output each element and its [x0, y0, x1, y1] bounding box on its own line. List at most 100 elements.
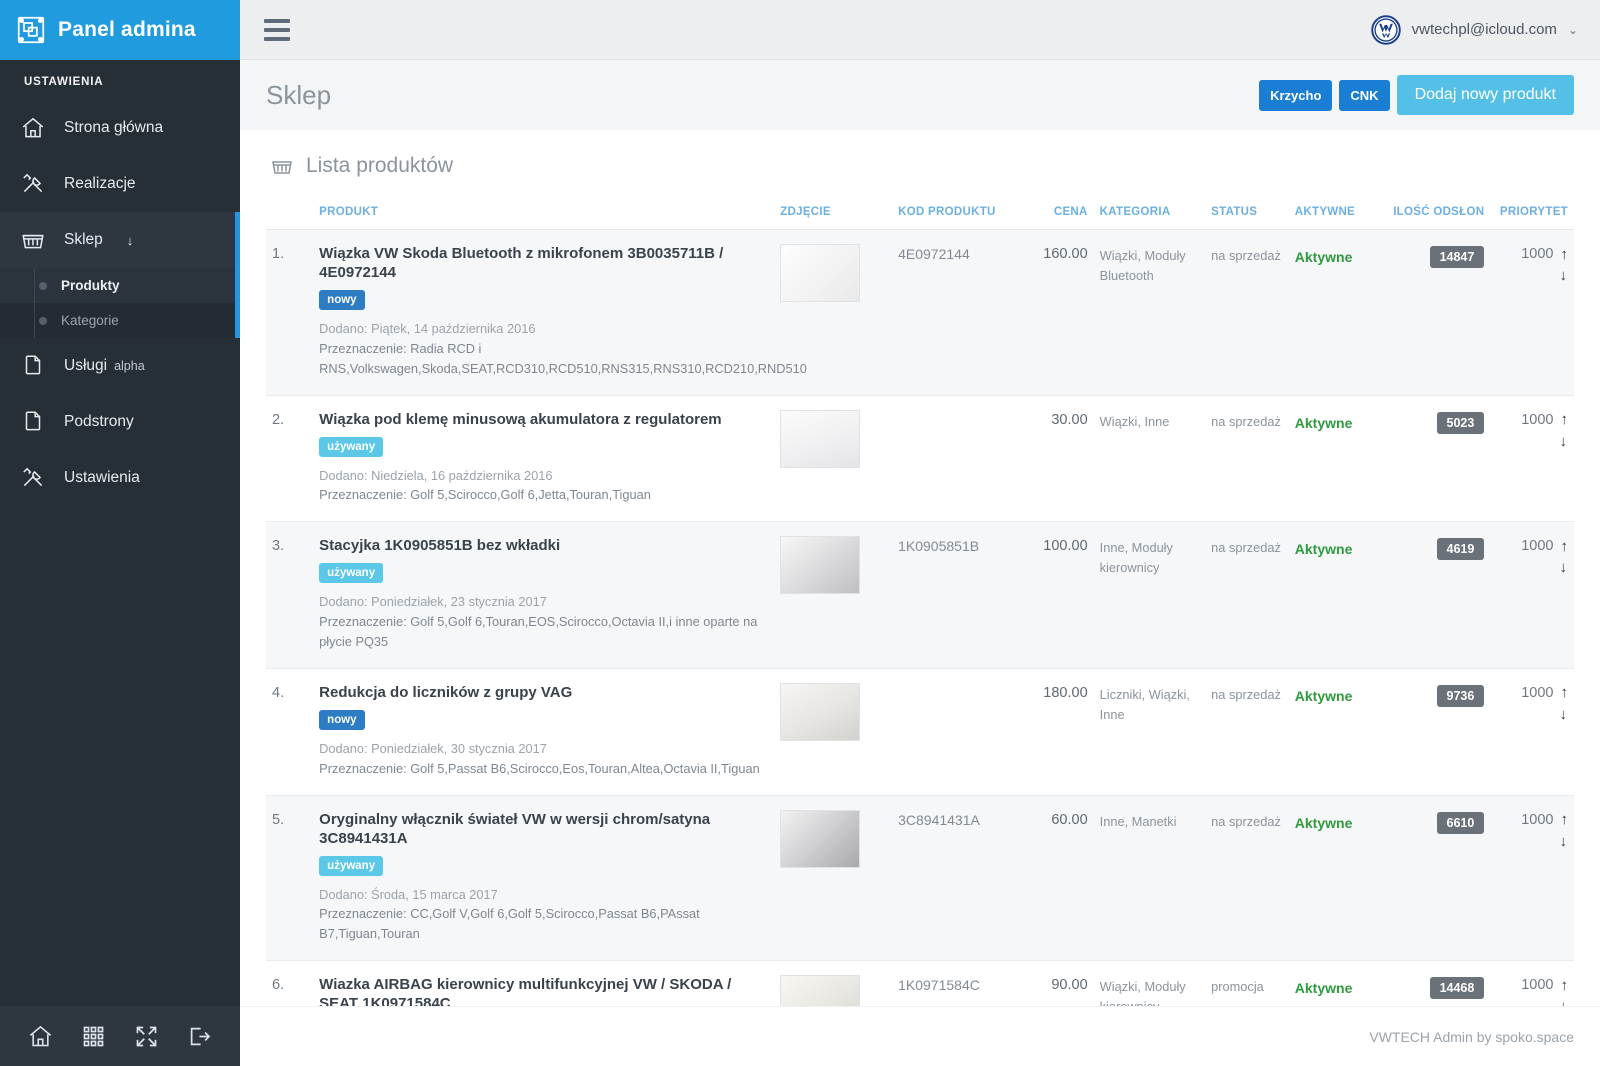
add-product-button[interactable]: Dodaj nowy produkt	[1396, 75, 1574, 115]
col-zdjecie[interactable]: ZDJĘCIE	[774, 196, 893, 230]
home-icon	[20, 115, 46, 141]
sidebar-item-sklep[interactable]: Sklep ↓	[0, 212, 240, 268]
product-active-toggle[interactable]: Aktywne	[1294, 541, 1353, 558]
product-active-toggle[interactable]: Aktywne	[1294, 249, 1353, 265]
row-image-cell[interactable]	[774, 795, 892, 961]
product-active-toggle[interactable]: Aktywne	[1294, 414, 1353, 431]
product-code: 1K0971584C	[898, 977, 980, 994]
table-row[interactable]: 6. Wiazka AIRBAG kierownicy multifunkcyjn…	[266, 961, 1574, 1066]
sidebar-item-produkty[interactable]: Produkty	[0, 268, 240, 303]
cnk-button[interactable]: CNK	[1339, 79, 1390, 111]
arrow-down-icon[interactable]: ↓	[1559, 559, 1568, 577]
arrow-down-icon[interactable]: ↓	[1559, 832, 1568, 850]
row-product-cell: Wiazka AIRBAG kierownicy multifunkcyjnej…	[313, 961, 774, 1066]
arrow-up-icon[interactable]: ↑	[1560, 811, 1569, 829]
condition-badge: używany	[319, 436, 384, 457]
table-row[interactable]: 1. Wiązka VW Skoda Bluetooth z mikrofonem…	[266, 229, 1574, 396]
main-area: vwtechpl@icloud.com ⌄ Sklep Krzycho CNK …	[240, 0, 1600, 1066]
col-aktywne[interactable]: AKTYWNE	[1288, 196, 1384, 230]
product-active-toggle[interactable]: Aktywne	[1294, 687, 1353, 704]
condition-badge: nowy	[319, 709, 365, 730]
product-thumbnail[interactable]	[780, 409, 861, 468]
sidebar-item-label: Realizacje	[64, 175, 136, 192]
row-image-cell[interactable]	[774, 230, 892, 396]
row-image-cell[interactable]	[774, 668, 892, 795]
sidebar-item-uslugi[interactable]: Usługi alpha	[0, 338, 240, 394]
row-image-cell[interactable]	[774, 522, 892, 669]
product-status: promocja	[1211, 979, 1264, 995]
sidebar-item-kategorie[interactable]: Kategorie	[0, 303, 240, 338]
arrow-up-icon[interactable]: ↑	[1560, 684, 1569, 702]
product-thumbnail[interactable]	[780, 682, 861, 741]
product-active-toggle[interactable]: Aktywne	[1294, 980, 1353, 997]
product-thumbnail[interactable]	[780, 809, 861, 868]
product-code: 1K0905851B	[898, 538, 980, 555]
brand-header[interactable]: Panel admina	[0, 0, 240, 60]
product-name-link[interactable]: Wiazka AIRBAG kierownicy multifunkcyjnej…	[319, 976, 732, 1013]
logout-icon[interactable]	[186, 1023, 213, 1050]
sidebar-item-label: Usługi	[64, 357, 108, 374]
added-date: Dodano: Poniedziałek, 1 maja 2017	[319, 1052, 522, 1066]
sidebar-item-strona-glowna[interactable]: Strona główna	[0, 100, 240, 156]
product-thumbnail[interactable]	[780, 536, 861, 595]
col-odslony[interactable]: ILOŚĆ ODSŁON	[1383, 196, 1491, 230]
table-row[interactable]: 5. Oryginalny włącznik świateł VW w wersj…	[266, 795, 1574, 961]
arrow-down-icon[interactable]: ↓	[1559, 998, 1568, 1016]
sidebar-item-ustawienia[interactable]: Ustawienia	[0, 450, 240, 506]
sidebar-item-podstrony[interactable]: Podstrony	[0, 394, 240, 450]
arrow-up-icon[interactable]: ↑	[1560, 976, 1569, 994]
product-status: na sprzedaż	[1211, 813, 1281, 829]
grid-icon[interactable]	[80, 1023, 107, 1050]
product-thumbnail[interactable]	[780, 244, 861, 302]
fullscreen-icon[interactable]	[133, 1023, 160, 1050]
hamburger-bar	[264, 27, 290, 32]
product-thumbnail[interactable]	[780, 975, 861, 1034]
col-produkt[interactable]: PRODUKT	[313, 196, 775, 230]
arrow-down-icon[interactable]: ↓	[1559, 432, 1568, 450]
table-row[interactable]: 4. Redukcja do liczników z grupy VAG nowy D…	[266, 668, 1574, 796]
table-row[interactable]: 3. Stacyjka 1K0905851B bez wkładki używany…	[266, 521, 1574, 669]
sidebar-item-realizacje[interactable]: Realizacje	[0, 156, 240, 212]
product-price: 60.00	[1051, 811, 1088, 828]
krzycho-button[interactable]: Krzycho	[1259, 79, 1333, 111]
product-name-link[interactable]: Stacyjka 1K0905851B bez wkładki	[319, 537, 561, 555]
condition-badge: nowy	[319, 290, 365, 311]
col-kategoria[interactable]: KATEGORIA	[1093, 196, 1206, 230]
arrow-up-icon[interactable]: ↑	[1560, 411, 1569, 429]
products-table: PRODUKT ZDJĘCIE KOD PRODUKTU CENA KATEGO…	[266, 196, 1574, 1066]
row-image-cell[interactable]	[774, 961, 892, 1066]
row-index: 5.	[272, 811, 285, 828]
table-row[interactable]: 2. Wiązka pod klemę minusową akumulatora …	[266, 395, 1574, 522]
product-status: na sprzedaż	[1211, 248, 1281, 263]
row-product-cell: Redukcja do liczników z grupy VAG nowy Dod…	[313, 668, 774, 795]
product-name-link[interactable]: Wiązka VW Skoda Bluetooth z mikrofonem 3…	[319, 245, 724, 282]
hamburger-icon[interactable]	[264, 18, 290, 41]
sidebar-submenu-sklep: Produkty Kategorie	[0, 268, 240, 338]
hamburger-bar	[264, 18, 290, 23]
chevron-down-icon: ⌄	[1567, 22, 1578, 37]
row-index: 3.	[272, 538, 285, 555]
product-active-toggle[interactable]: Aktywne	[1294, 814, 1353, 831]
arrow-down-icon[interactable]: ↓	[1559, 705, 1568, 723]
row-priority-cell: 1000 ↑ ↓	[1490, 522, 1574, 669]
product-name-link[interactable]: Redukcja do liczników z grupy VAG	[319, 683, 573, 701]
product-name-link[interactable]: Oryginalny włącznik świateł VW w wersji …	[319, 810, 711, 847]
row-image-cell[interactable]	[774, 395, 892, 522]
col-cena[interactable]: CENA	[1018, 196, 1094, 230]
added-date: Dodano: Poniedziałek, 30 stycznia 2017	[319, 740, 547, 756]
arrow-up-icon[interactable]: ↑	[1560, 537, 1569, 555]
home-icon[interactable]	[27, 1023, 54, 1050]
user-menu[interactable]: vwtechpl@icloud.com ⌄	[1370, 14, 1578, 45]
row-views-cell: 5023	[1383, 395, 1490, 522]
added-date: Dodano: Środa, 15 marca 2017	[319, 886, 498, 902]
arrow-up-icon[interactable]: ↑	[1560, 245, 1569, 263]
col-priorytet[interactable]: PRIORYTET	[1490, 196, 1574, 230]
bullet-icon	[39, 316, 47, 325]
row-product-cell: Wiązka VW Skoda Bluetooth z mikrofonem 3…	[313, 230, 807, 396]
vw-logo-icon	[1370, 14, 1401, 45]
product-price: 30.00	[1051, 411, 1088, 428]
product-name-link[interactable]: Wiązka pod klemę minusową akumulatora z …	[319, 410, 722, 428]
col-status[interactable]: STATUS	[1205, 196, 1289, 230]
arrow-down-icon[interactable]: ↓	[1559, 267, 1568, 284]
col-kod[interactable]: KOD PRODUKTU	[892, 196, 1019, 230]
